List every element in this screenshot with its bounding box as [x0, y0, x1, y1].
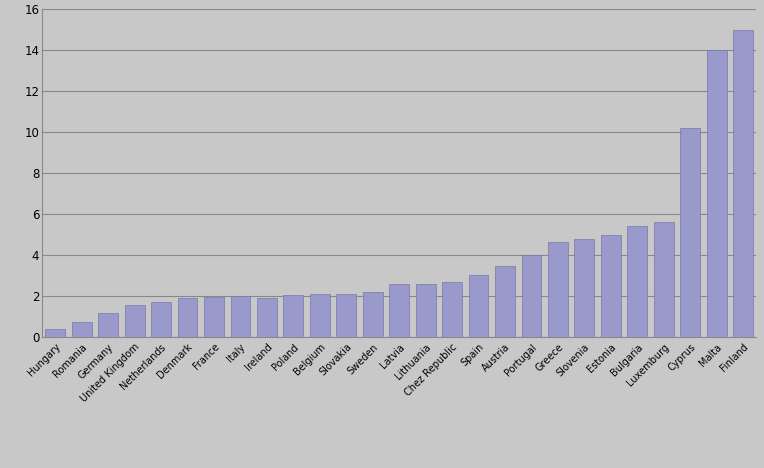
Bar [733, 30, 753, 337]
Bar [45, 329, 65, 337]
Bar [125, 305, 144, 337]
Bar [575, 239, 594, 337]
Bar [654, 222, 674, 337]
Bar [442, 282, 462, 337]
Bar [495, 266, 515, 337]
Bar [627, 227, 647, 337]
Bar [151, 302, 171, 337]
Bar [601, 234, 621, 337]
Bar [336, 294, 356, 337]
Bar [707, 50, 727, 337]
Bar [680, 128, 700, 337]
Bar [72, 322, 92, 337]
Bar [283, 295, 303, 337]
Bar [310, 294, 330, 337]
Bar [99, 314, 118, 337]
Bar [416, 284, 435, 337]
Bar [390, 284, 409, 337]
Bar [257, 298, 277, 337]
Bar [363, 292, 383, 337]
Bar [231, 296, 251, 337]
Bar [468, 275, 488, 337]
Bar [548, 242, 568, 337]
Bar [204, 297, 224, 337]
Bar [522, 255, 542, 337]
Bar [177, 298, 197, 337]
